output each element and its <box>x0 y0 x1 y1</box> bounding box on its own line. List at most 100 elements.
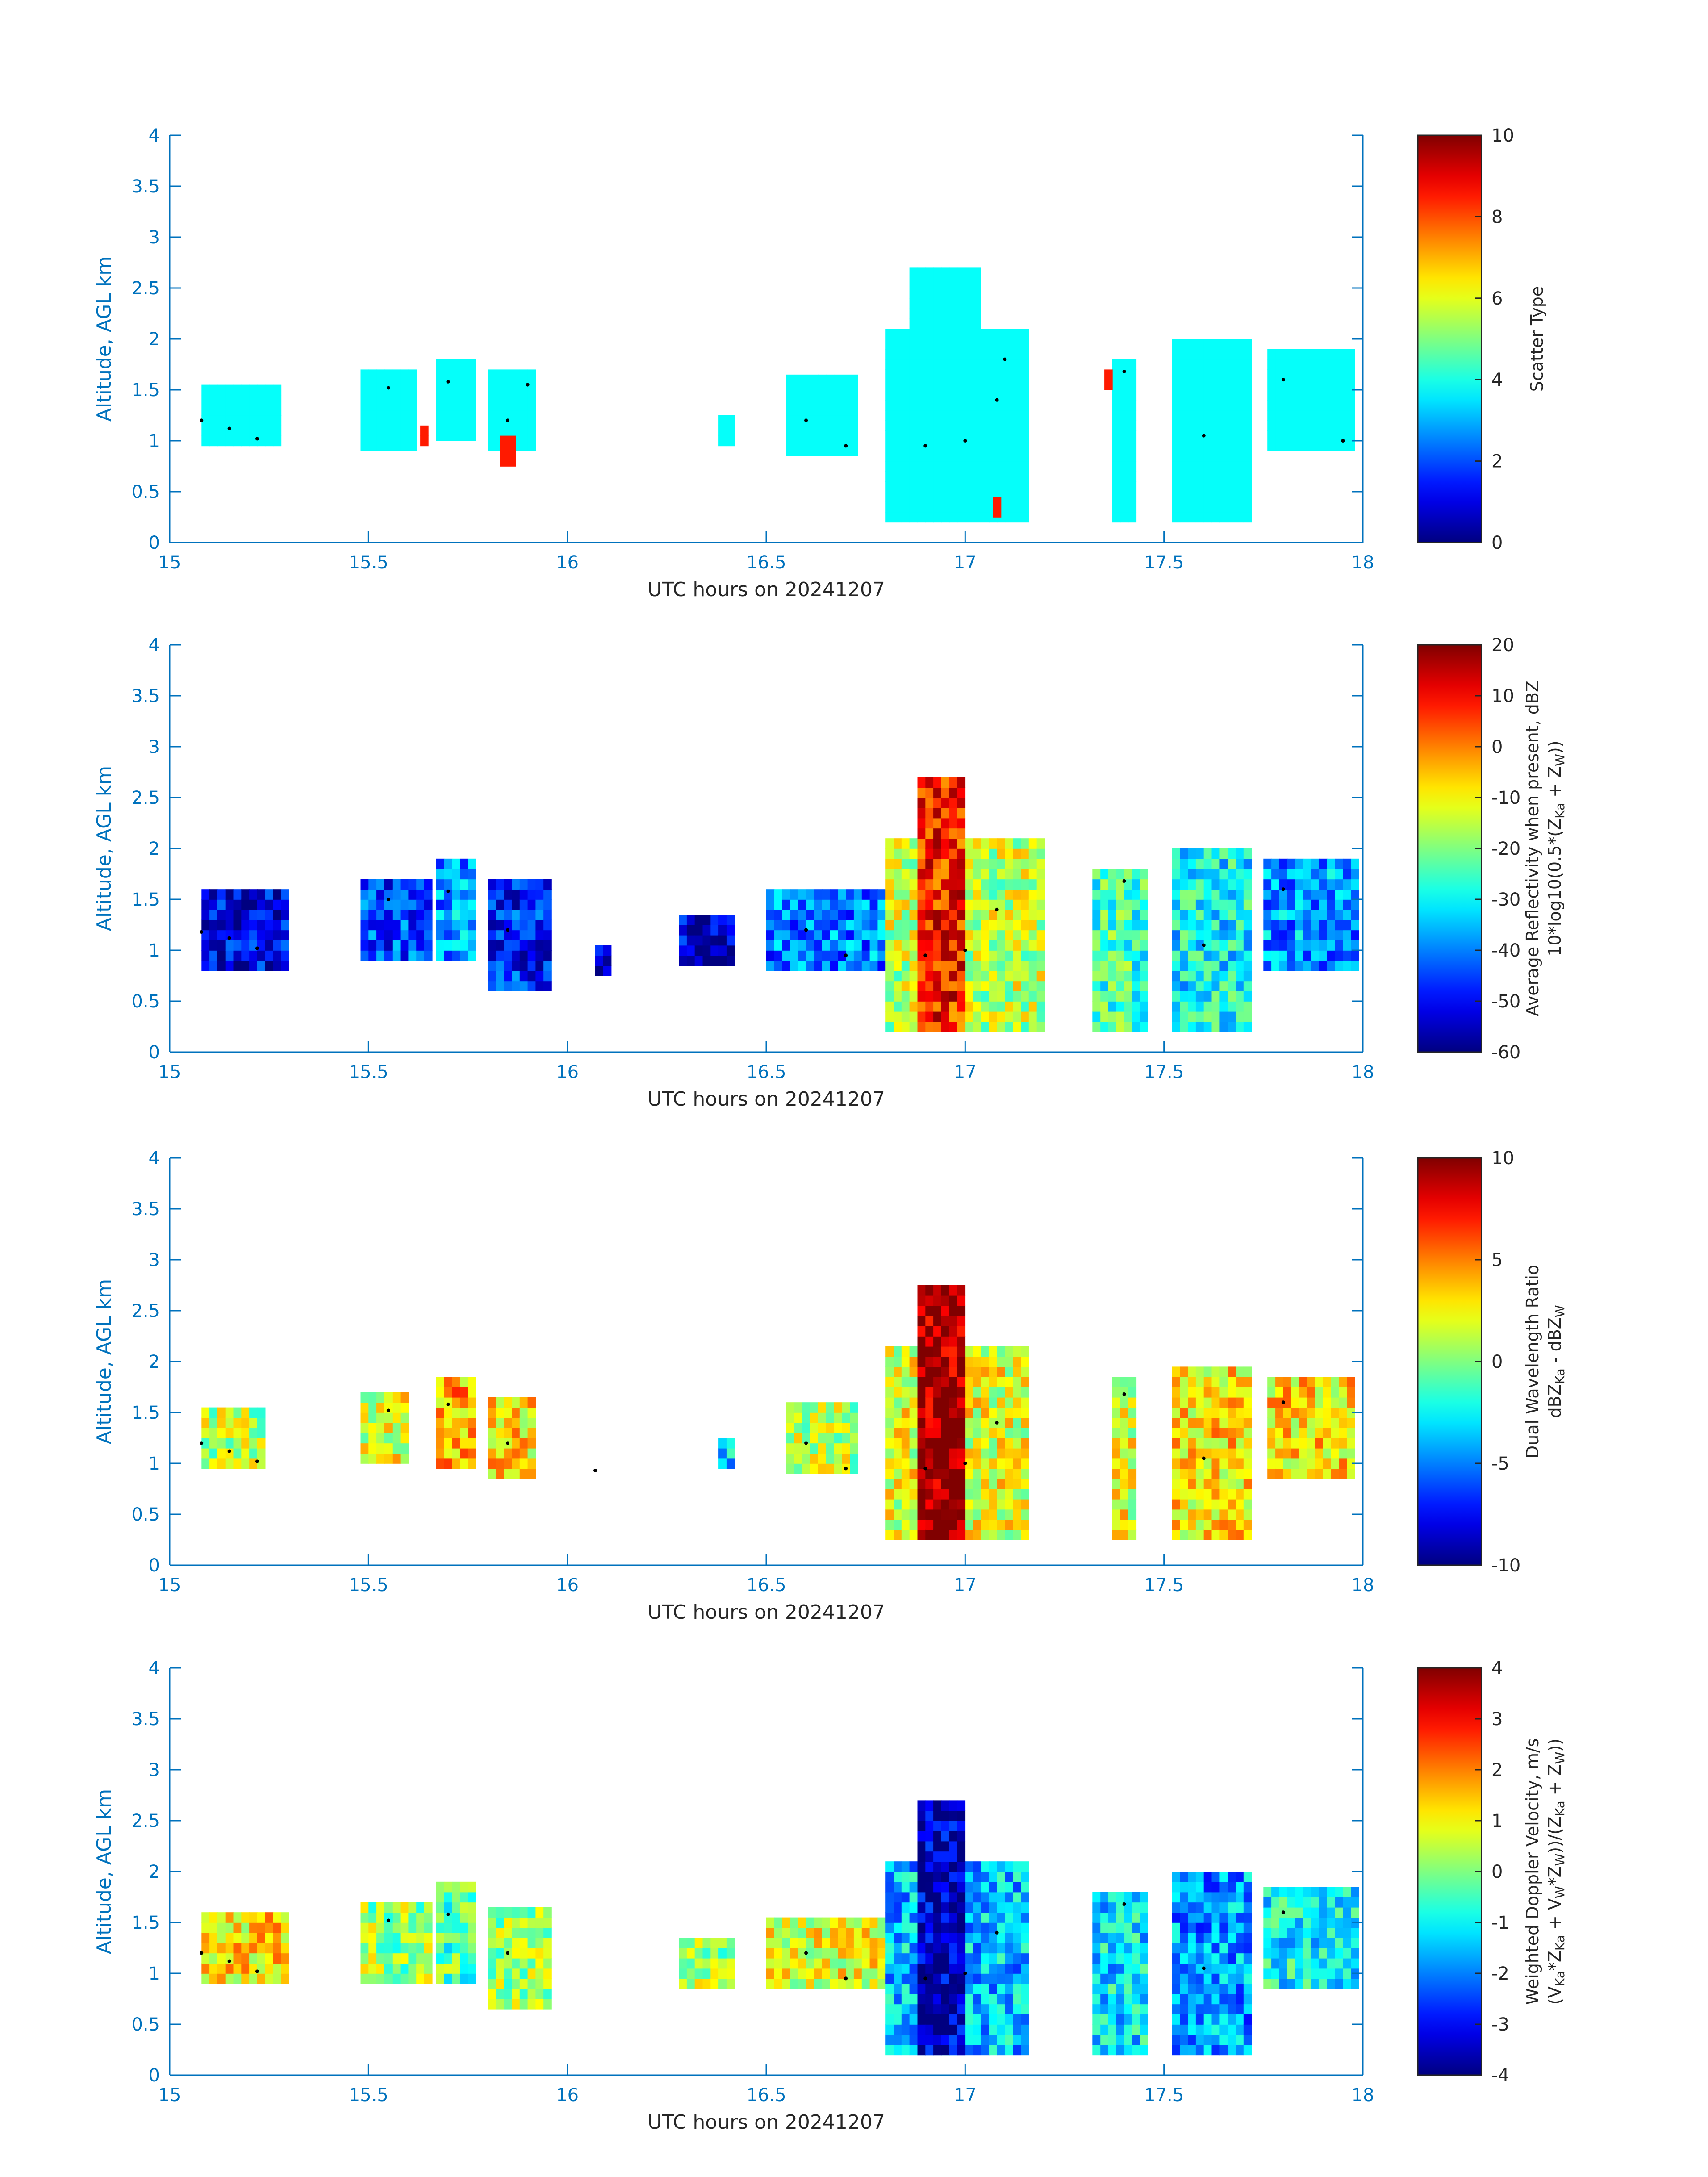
heatmap-cell <box>1188 430 1196 441</box>
heatmap-cell <box>535 919 544 931</box>
heatmap-cell <box>1219 1448 1228 1459</box>
heatmap-cell <box>933 1001 942 1012</box>
heatmap-cell <box>376 1433 385 1444</box>
heatmap-cell <box>853 930 862 940</box>
heatmap-cell <box>973 410 981 421</box>
heatmap-cell <box>1021 879 1029 890</box>
heatmap-cell <box>885 950 894 961</box>
heatmap-cell <box>1243 960 1252 971</box>
heatmap-cell <box>1092 1011 1101 1022</box>
heatmap-cell <box>468 420 476 431</box>
heatmap-cell <box>400 390 409 401</box>
heatmap-cell <box>1203 359 1212 370</box>
heatmap-cell <box>368 1902 377 1913</box>
heatmap-cell <box>997 1479 1006 1489</box>
heatmap-cell <box>1128 501 1137 513</box>
heatmap-cell <box>265 930 274 940</box>
label-subscript: W <box>1553 1305 1567 1317</box>
heatmap-cell <box>1021 1973 1029 1984</box>
heatmap-cell <box>925 2014 934 2025</box>
heatmap-cell <box>249 1458 258 1469</box>
heatmap-cell <box>1263 1897 1272 1908</box>
heatmap-cell <box>1021 909 1029 920</box>
heatmap-cell <box>909 1458 918 1469</box>
heatmap-cell <box>1236 451 1244 462</box>
heatmap-cell <box>846 1978 854 1989</box>
heatmap-cell <box>1219 970 1228 982</box>
heatmap-cell <box>273 909 282 920</box>
heatmap-cell <box>519 1458 528 1469</box>
heatmap-cell <box>1299 1407 1308 1418</box>
heatmap-cell <box>941 1397 950 1408</box>
heatmap-cell <box>894 451 902 462</box>
heatmap-cell <box>265 415 274 426</box>
heatmap-cell <box>885 1963 894 1974</box>
heatmap-cell <box>1211 512 1220 523</box>
heatmap-cell <box>1120 1387 1129 1398</box>
heatmap-cell <box>786 1443 795 1454</box>
heatmap-cell <box>360 1443 369 1454</box>
heatmap-cell <box>997 970 1006 982</box>
heatmap-cell <box>941 1001 950 1012</box>
heatmap-cell <box>416 1973 425 1984</box>
heatmap-cell <box>830 940 839 951</box>
heatmap-cell <box>917 1953 926 1964</box>
heatmap-cell <box>452 930 460 940</box>
heatmap-cell <box>933 451 942 462</box>
heatmap-cell <box>1021 1912 1029 1923</box>
heatmap-cell <box>444 1932 453 1943</box>
heatmap-cell <box>1279 889 1288 900</box>
heatmap-cell <box>885 1922 894 1933</box>
heatmap-cell <box>894 879 902 890</box>
heatmap-cell <box>917 1810 926 1821</box>
heatmap-cell <box>444 1892 453 1903</box>
heatmap-cell <box>885 1448 894 1459</box>
heatmap-cell <box>1124 1021 1133 1032</box>
heatmap-cell <box>1351 869 1359 880</box>
heatmap-cell <box>989 451 998 462</box>
heatmap-cell <box>973 1417 981 1428</box>
heatmap-cell <box>1112 1387 1121 1398</box>
heatmap-cell <box>957 828 966 839</box>
heatmap-cell <box>257 1458 266 1469</box>
heatmap-cell <box>1021 471 1029 482</box>
x-tick-label: 17 <box>954 552 977 573</box>
heatmap-cell <box>535 1978 544 1989</box>
heatmap-cell <box>535 1927 544 1938</box>
heatmap-cell <box>901 512 910 523</box>
heatmap-cell <box>1013 940 1021 951</box>
heatmap-cell <box>1203 2044 1212 2056</box>
heatmap-cell <box>957 2034 966 2045</box>
heatmap-cell <box>1195 889 1204 900</box>
heatmap-cell <box>1195 858 1204 869</box>
heatmap-cell <box>1211 441 1220 451</box>
heatmap-cell <box>209 415 218 426</box>
heatmap-cell <box>444 1902 453 1913</box>
colorbar-tick-label: -5 <box>1491 1454 1509 1474</box>
heatmap-cell <box>933 858 942 869</box>
heatmap-cell <box>826 415 835 426</box>
heatmap-cell <box>1228 1479 1236 1489</box>
heatmap-cell <box>460 1912 468 1923</box>
heatmap-cell <box>281 1943 289 1954</box>
heatmap-cell <box>1311 889 1320 900</box>
heatmap-cell <box>957 339 966 350</box>
heatmap-cell <box>452 420 460 431</box>
heatmap-cell <box>1287 858 1296 869</box>
heatmap-cell <box>981 1892 990 1903</box>
heatmap-cell <box>1339 1438 1348 1449</box>
heatmap-cell <box>822 899 831 910</box>
heatmap-cell <box>1219 1479 1228 1489</box>
heatmap-cell <box>885 930 894 940</box>
heatmap-cell <box>225 1922 234 1933</box>
heatmap-cell <box>444 420 453 431</box>
heatmap-cell <box>1315 380 1324 390</box>
heatmap-cell <box>1203 2034 1212 2045</box>
heatmap-cell <box>885 1417 894 1428</box>
heatmap-cell <box>265 909 274 920</box>
heatmap-cell <box>233 899 242 910</box>
heatmap-cell <box>933 1489 942 1500</box>
heatmap-cell <box>853 1927 862 1938</box>
heatmap-cell <box>504 940 512 951</box>
